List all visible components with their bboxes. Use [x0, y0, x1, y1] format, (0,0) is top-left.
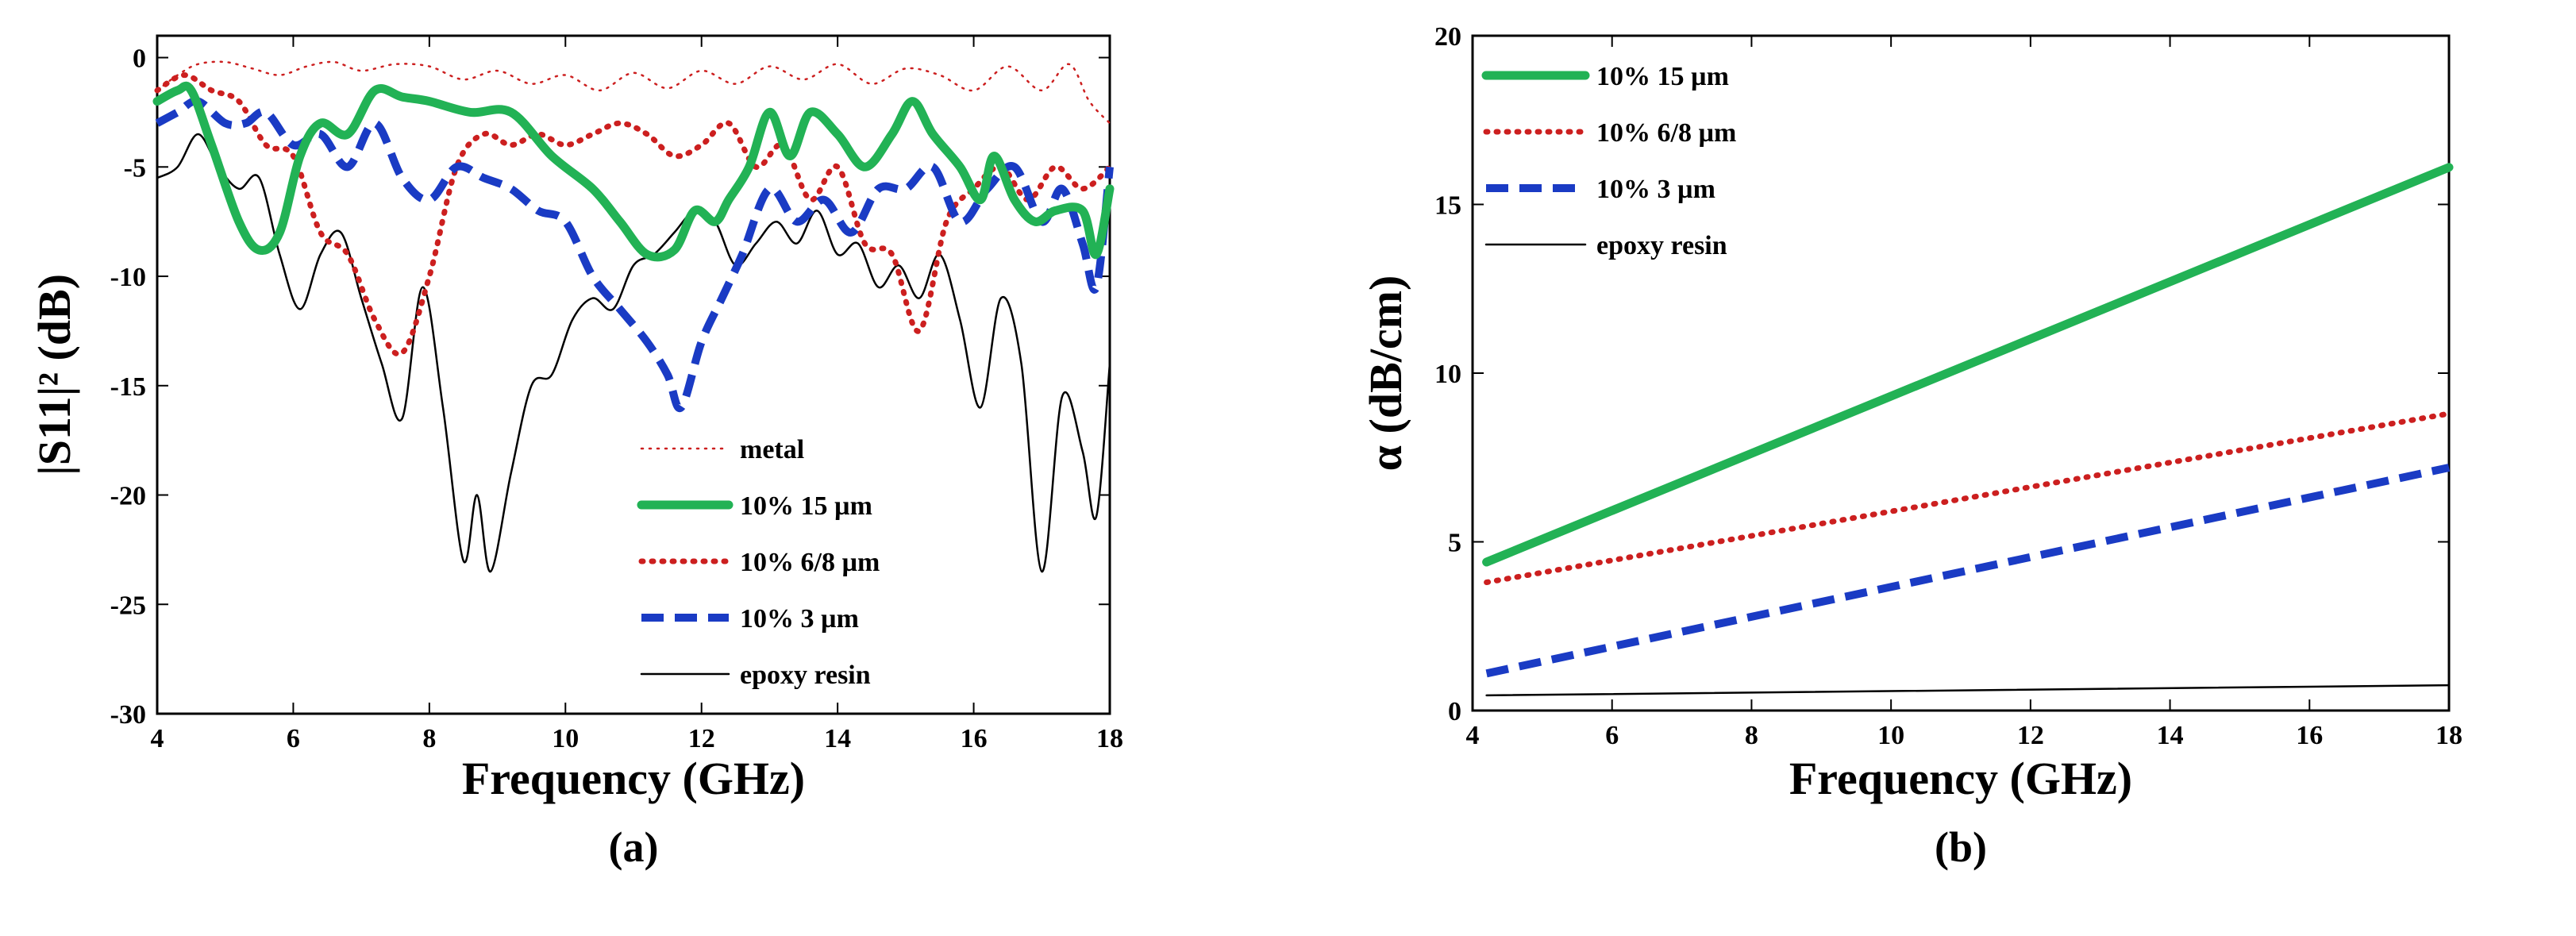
series-line-10-6-8-m [154, 72, 1113, 357]
x-tick-label: 18 [1096, 724, 1123, 753]
x-tick-label: 16 [961, 724, 988, 753]
series-line-10-15-m [152, 81, 1115, 262]
panel-a-series [152, 60, 1115, 573]
x-tick-label: 14 [824, 724, 851, 753]
x-tick-label: 8 [1745, 721, 1758, 750]
panel-b-ticks: 4 6 8 10 12 14 16 18 0 5 10 15 20 [1434, 22, 2462, 750]
panel-b-xlabel: Frequency (GHz) [1789, 753, 2132, 804]
series-line-10-3-m [1485, 464, 2451, 678]
y-tick-label: 0 [133, 44, 146, 74]
x-tick-label: 12 [688, 724, 715, 753]
panel-a: 4 6 8 10 12 14 16 18 0 -5 -10 -15 -20 -25 -30 metal 10%… [29, 34, 1123, 871]
y-tick-label: -5 [124, 153, 146, 183]
y-tick-label: -10 [110, 263, 146, 292]
legend-entry: 10% 6/8 µm [740, 548, 880, 577]
x-tick-label: 6 [287, 724, 300, 753]
panel-b-legend: 10% 15 µm 10% 6/8 µm 10% 3 µm epoxy resin [1481, 62, 1736, 260]
panel-a-legend: metal 10% 15 µm 10% 6/8 µm 10% 3 µm epoxy re… [637, 435, 880, 690]
x-tick-label: 6 [1605, 721, 1619, 750]
x-tick-label: 18 [2435, 721, 2462, 750]
legend-entry: 10% 15 µm [1596, 62, 1729, 91]
panel-b-ylabel: α (dB/cm) [1360, 275, 1411, 472]
y-tick-label: 20 [1434, 22, 1461, 52]
x-tick-label: 12 [2017, 721, 2044, 750]
panel-a-caption: (a) [609, 823, 659, 871]
x-tick-label: 16 [2296, 721, 2323, 750]
y-tick-label: 5 [1448, 529, 1461, 558]
legend-entry: metal [740, 435, 804, 464]
legend-entry: 10% 3 µm [1596, 175, 1715, 204]
panel-a-xlabel: Frequency (GHz) [462, 753, 805, 804]
y-tick-label: 10 [1434, 360, 1461, 389]
legend-entry: 10% 6/8 µm [1596, 118, 1736, 148]
legend-entry: 10% 15 µm [740, 491, 872, 521]
x-tick-label: 4 [151, 724, 164, 753]
x-tick-label: 8 [422, 724, 436, 753]
series-line-metal [156, 60, 1111, 125]
panel-b-caption: (b) [1935, 823, 1987, 871]
panel-a-ylabel: |S11|² (dB) [29, 274, 80, 476]
legend-entry: 10% 3 µm [740, 604, 859, 634]
series-line-10-15-m [1482, 163, 2454, 567]
y-tick-label: -15 [110, 372, 146, 402]
x-tick-label: 4 [1466, 721, 1480, 750]
y-tick-label: -25 [110, 591, 146, 620]
series-line-epoxy-resin [156, 133, 1111, 573]
series-line-epoxy-resin [1485, 684, 2451, 697]
legend-entry: epoxy resin [740, 661, 871, 690]
panel-b: 4 6 8 10 12 14 16 18 0 5 10 15 20 10% 15 µm 10% 6/8 µ… [1360, 22, 2462, 871]
series-line-10-6-8-m [1484, 410, 2452, 585]
y-tick-label: 15 [1434, 191, 1461, 221]
y-tick-label: -30 [110, 700, 146, 730]
legend-entry: epoxy resin [1596, 231, 1727, 260]
y-tick-label: -20 [110, 482, 146, 511]
panel-b-series [1482, 163, 2454, 697]
panel-a-ticks: 4 6 8 10 12 14 16 18 0 -5 -10 -15 -20 -25 -30 [110, 36, 1123, 753]
y-tick-label: 0 [1448, 697, 1461, 726]
x-tick-label: 14 [2157, 721, 2184, 750]
x-tick-label: 10 [1877, 721, 1904, 750]
x-tick-label: 10 [552, 724, 579, 753]
